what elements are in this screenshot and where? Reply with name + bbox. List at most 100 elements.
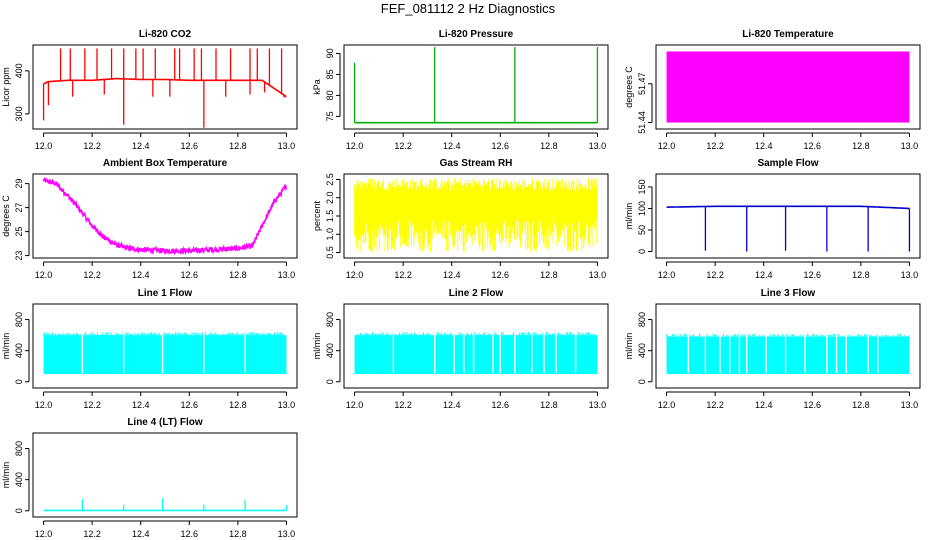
x-tick-label: 12.4 <box>755 400 773 410</box>
x-tick-label: 13.0 <box>589 141 607 151</box>
y-tick-label: 400 <box>14 472 24 487</box>
data-line <box>43 77 287 98</box>
y-axis-label: ml/min <box>624 203 634 230</box>
x-tick-label: 12.4 <box>443 141 461 151</box>
data-band <box>43 335 287 374</box>
chart-panel-2: Li-820 Pressure kPa 12.0 12.2 12.4 12.6 12.8 13… <box>312 29 609 151</box>
y-axis: 0 50 100 150 <box>637 179 653 254</box>
x-tick-label: 12.2 <box>83 400 101 410</box>
chart-panel-7: Line 1 Flow ml/min 12.0 12.2 12.4 12.6 12.8 13.… <box>1 288 298 410</box>
x-tick-label: 12.8 <box>852 400 870 410</box>
chart-title: Line 1 Flow <box>138 288 193 299</box>
chart-title: Sample Flow <box>757 158 818 169</box>
data-noise <box>43 332 285 336</box>
x-tick-label: 13.0 <box>589 270 607 280</box>
chart-title: Ambient Box Temperature <box>103 158 228 169</box>
plot-frame <box>32 303 298 389</box>
x-axis: 12.0 12.2 12.4 12.6 12.8 13.0 <box>346 132 607 151</box>
plot-frame <box>343 44 609 130</box>
x-axis: 12.0 12.2 12.4 12.6 12.8 13.0 <box>658 391 918 410</box>
x-tick-label: 12.6 <box>181 270 199 280</box>
data-layer <box>354 177 598 253</box>
x-tick-label: 12.2 <box>83 141 101 151</box>
x-tick-label: 12.6 <box>181 141 199 151</box>
y-tick-label: 300 <box>14 106 24 121</box>
x-tick-label: 12.8 <box>229 141 247 151</box>
y-axis-label: degrees C <box>1 195 11 237</box>
y-axis-label: ml/min <box>312 333 322 360</box>
x-tick-label: 12.2 <box>706 400 724 410</box>
data-layer <box>42 177 287 256</box>
x-axis: 12.0 12.2 12.4 12.6 12.8 13.0 <box>35 520 296 539</box>
y-tick-label: 75 <box>325 111 335 121</box>
chart-title: Li-820 Pressure <box>439 29 514 40</box>
data-line <box>666 205 910 210</box>
plot-frame <box>32 432 298 518</box>
x-tick-label: 12.4 <box>132 270 150 280</box>
y-tick-label: 51.47 <box>637 73 647 96</box>
data-line <box>42 177 287 256</box>
y-axis-label: percent <box>312 200 322 231</box>
chart-panel-5: Gas Stream RH percent 12.0 12.2 12.4 12.6 12.8… <box>312 158 609 280</box>
y-tick-label: 29 <box>14 179 24 189</box>
y-tick-label: 0 <box>14 379 24 384</box>
data-layer <box>43 332 287 374</box>
plot-frame <box>655 303 921 389</box>
x-tick-label: 12.0 <box>346 141 364 151</box>
x-tick-label: 12.2 <box>706 141 724 151</box>
x-tick-label: 12.6 <box>492 270 510 280</box>
x-tick-label: 12.4 <box>132 400 150 410</box>
plot-frame <box>655 173 921 259</box>
x-tick-label: 12.4 <box>755 270 773 280</box>
y-axis: 0 400 800 <box>325 312 341 384</box>
x-tick-label: 12.0 <box>35 400 53 410</box>
x-tick-label: 12.6 <box>181 529 199 539</box>
x-tick-label: 12.2 <box>706 270 724 280</box>
y-axis-label: ml/min <box>1 462 11 489</box>
y-tick-label: 400 <box>14 63 24 78</box>
data-noise <box>355 332 597 336</box>
x-axis: 12.0 12.2 12.4 12.6 12.8 13.0 <box>35 261 295 280</box>
y-tick-label: 0 <box>14 508 24 513</box>
x-tick-label: 13.0 <box>278 529 296 539</box>
x-tick-label: 12.4 <box>132 141 150 151</box>
x-axis: 12.0 12.2 12.4 12.6 12.8 13.0 <box>35 391 295 410</box>
y-axis-label: ml/min <box>1 333 11 360</box>
plot-frame <box>32 173 298 259</box>
y-axis-label: degrees C <box>624 66 634 108</box>
plot-frame <box>343 173 609 259</box>
x-axis: 12.0 12.2 12.4 12.6 12.8 13.0 <box>658 132 918 151</box>
y-tick-label: 90 <box>325 48 335 58</box>
x-tick-label: 12.0 <box>346 400 364 410</box>
data-noise <box>666 333 909 337</box>
chart-title: Line 3 Flow <box>761 288 816 299</box>
y-tick-label: 0 <box>637 249 647 254</box>
figure-title: FEF_081112 2 Hz Diagnostics <box>380 1 556 16</box>
plot-frame <box>655 44 921 130</box>
x-tick-label: 12.8 <box>540 270 558 280</box>
x-tick-label: 12.6 <box>804 270 822 280</box>
y-tick-label: 400 <box>325 343 335 358</box>
x-tick-label: 12.0 <box>658 400 676 410</box>
x-tick-label: 12.4 <box>443 400 461 410</box>
x-tick-label: 12.0 <box>35 529 53 539</box>
y-tick-label: 400 <box>637 343 647 358</box>
x-axis: 12.0 12.2 12.4 12.6 12.8 13.0 <box>35 132 295 151</box>
y-tick-label: 1.0 <box>325 228 335 241</box>
data-band <box>666 336 910 374</box>
x-tick-label: 12.4 <box>132 529 150 539</box>
y-tick-label: 85 <box>325 69 335 79</box>
x-tick-label: 12.8 <box>229 529 247 539</box>
y-axis: 51.44 51.47 <box>637 73 653 134</box>
x-axis: 12.0 12.2 12.4 12.6 12.8 13.0 <box>346 391 606 410</box>
y-tick-label: 800 <box>14 312 24 327</box>
x-tick-label: 12.6 <box>492 141 510 151</box>
y-axis: 75 80 85 90 <box>325 48 341 121</box>
x-tick-label: 12.4 <box>443 270 461 280</box>
chart-title: Gas Stream RH <box>440 158 513 169</box>
data-noise <box>354 177 598 253</box>
